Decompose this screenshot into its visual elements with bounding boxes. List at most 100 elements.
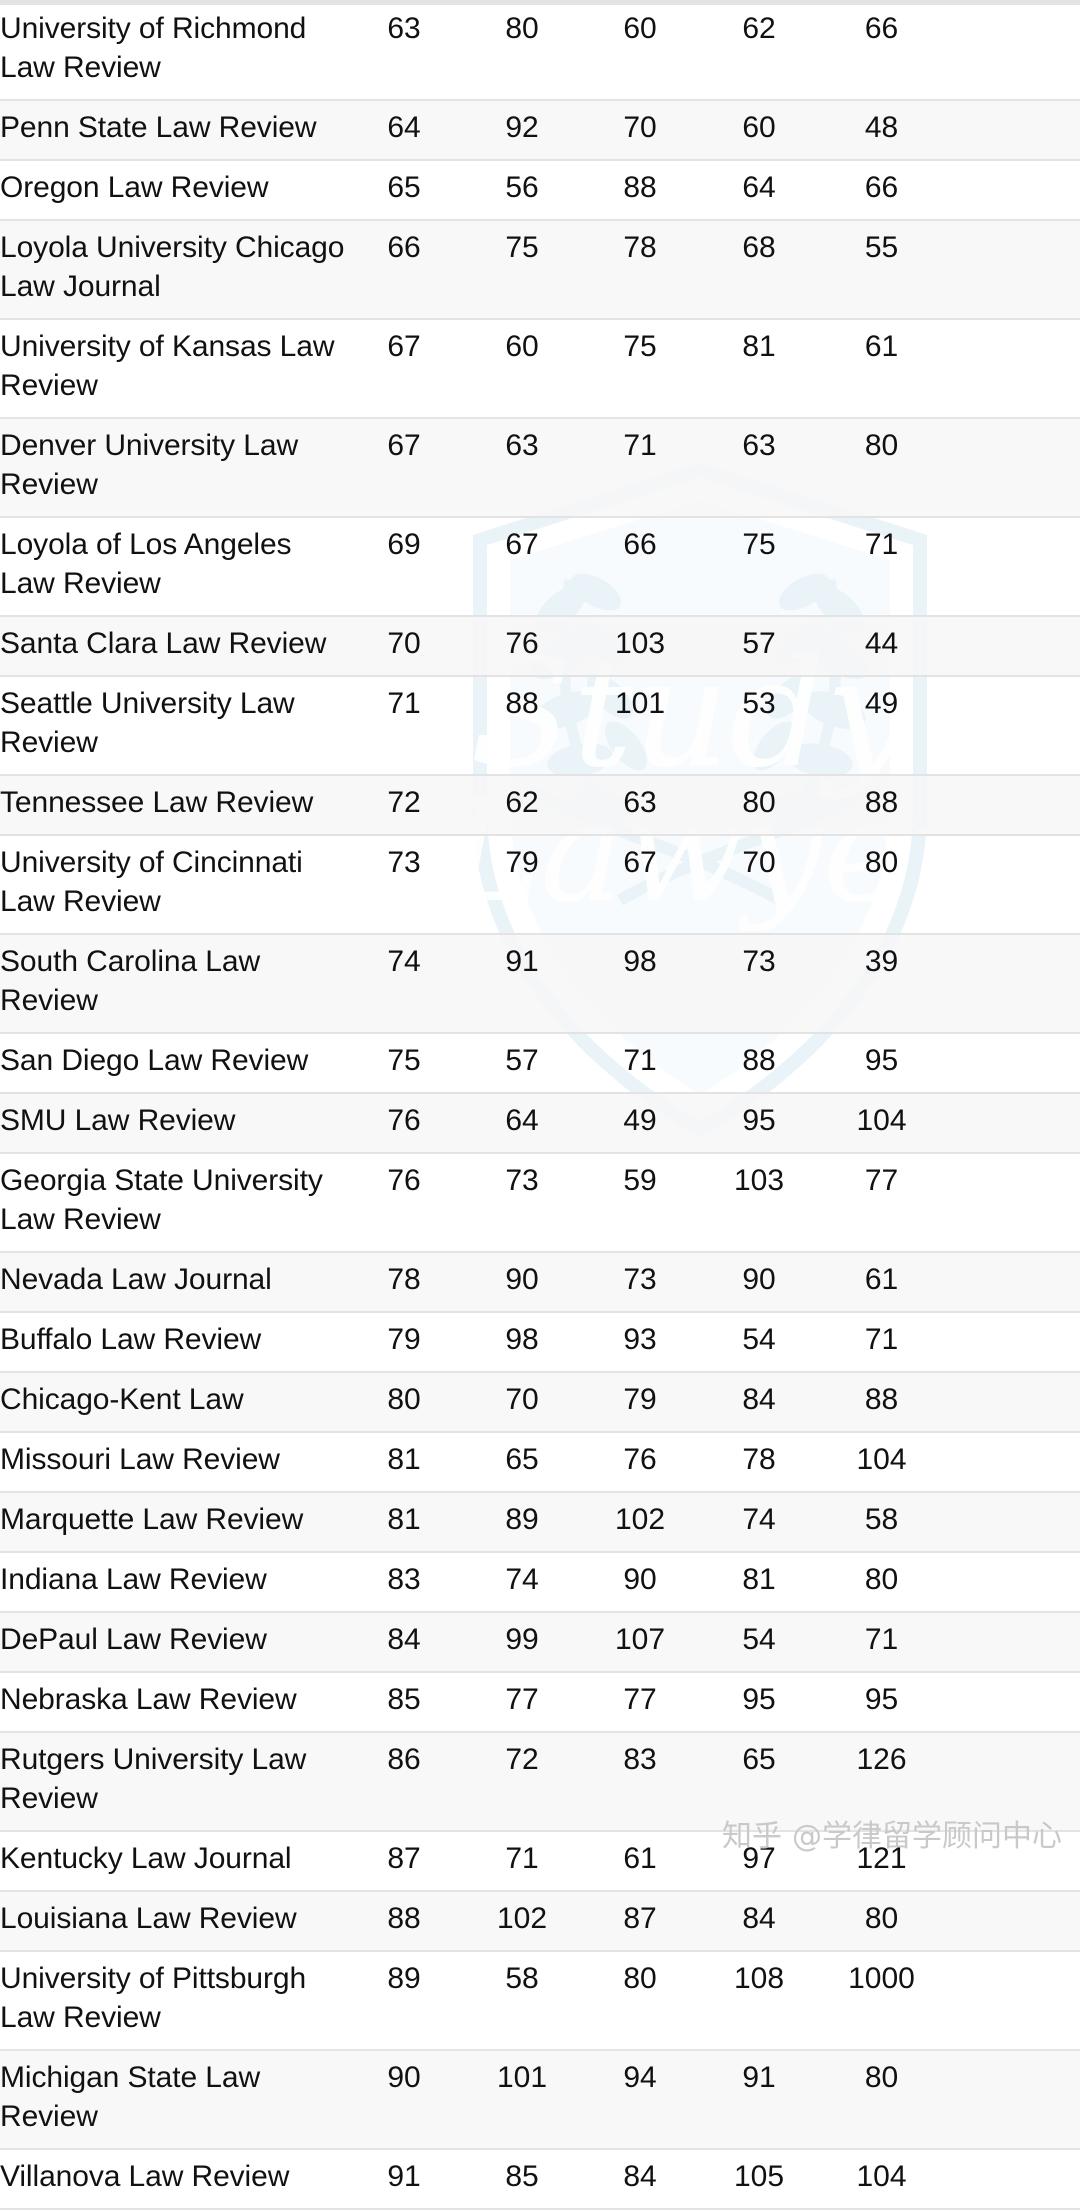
metric-cell-2: 101 <box>581 675 699 776</box>
metric-cell-3: 54 <box>699 1311 819 1373</box>
metric-cell-0: 73 <box>345 834 463 935</box>
metric-cell-4: 126 <box>819 1731 944 1832</box>
law-review-name-cell: Loyola University Chicago Law Journal <box>0 219 345 320</box>
metric-cell-4: 39 <box>819 933 944 1034</box>
metric-cell-2: 77 <box>581 1671 699 1733</box>
metric-cell-3: 97 <box>699 1830 819 1892</box>
metric-cell-4: 88 <box>819 774 944 836</box>
metric-cell-1: 101 <box>463 2049 581 2150</box>
metric-cell-0: 76 <box>345 1092 463 1154</box>
metric-cell-0: 63 <box>345 0 463 101</box>
metric-cell-1: 72 <box>463 1731 581 1832</box>
metric-cell-4: 80 <box>819 1551 944 1613</box>
law-review-name-cell: Nevada Law Journal <box>0 1251 345 1313</box>
metric-cell-3: 81 <box>699 318 819 419</box>
metric-cell-0: 76 <box>345 1152 463 1253</box>
metric-cell-0: 64 <box>345 99 463 161</box>
metric-cell-0: 67 <box>345 417 463 518</box>
table-row: Indiana Law Review 83 74 90 81 80 <box>0 1551 1080 1613</box>
metric-cell-3: 81 <box>699 1551 819 1613</box>
table-row: Chicago-Kent Law 80 70 79 84 88 <box>0 1371 1080 1433</box>
metric-cell-0: 71 <box>345 675 463 776</box>
metric-cell-2: 94 <box>581 2049 699 2150</box>
metric-cell-0: 86 <box>345 1731 463 1832</box>
metric-cell-2: 87 <box>581 1890 699 1952</box>
row-trailing-space <box>944 159 1080 221</box>
metric-cell-4: 71 <box>819 1611 944 1673</box>
metric-cell-1: 102 <box>463 1890 581 1952</box>
metric-cell-3: 80 <box>699 774 819 836</box>
row-trailing-space <box>944 1032 1080 1094</box>
law-review-name-cell: Denver University Law Review <box>0 417 345 518</box>
metric-cell-0: 91 <box>345 2148 463 2210</box>
table-row: University of Pittsburgh Law Review 89 58 8… <box>0 1950 1080 2051</box>
row-trailing-space <box>944 1671 1080 1733</box>
metric-cell-4: 80 <box>819 2049 944 2150</box>
table-row: Nebraska Law Review 85 77 77 95 95 <box>0 1671 1080 1733</box>
metric-cell-2: 49 <box>581 1092 699 1154</box>
law-review-name-cell: Marquette Law Review <box>0 1491 345 1553</box>
row-trailing-space <box>944 516 1080 617</box>
row-trailing-space <box>944 1830 1080 1892</box>
table-row: Denver University Law Review 67 63 71 63 80 <box>0 417 1080 518</box>
metric-cell-1: 58 <box>463 1950 581 2051</box>
metric-cell-0: 74 <box>345 933 463 1034</box>
law-review-name-cell: Missouri Law Review <box>0 1431 345 1493</box>
metric-cell-3: 54 <box>699 1611 819 1673</box>
table-row: Seattle University Law Review 71 88 101 53 49 <box>0 675 1080 776</box>
metric-cell-4: 66 <box>819 159 944 221</box>
metric-cell-1: 90 <box>463 1251 581 1313</box>
metric-cell-2: 102 <box>581 1491 699 1553</box>
row-trailing-space <box>944 1311 1080 1373</box>
metric-cell-2: 76 <box>581 1431 699 1493</box>
table-row: South Carolina Law Review 74 91 98 73 39 <box>0 933 1080 1034</box>
metric-cell-0: 65 <box>345 159 463 221</box>
metric-cell-2: 90 <box>581 1551 699 1613</box>
law-review-name-cell: Santa Clara Law Review <box>0 615 345 677</box>
law-review-name-cell: Seattle University Law Review <box>0 675 345 776</box>
metric-cell-4: 104 <box>819 2148 944 2210</box>
row-trailing-space <box>944 1950 1080 2051</box>
table-row: Buffalo Law Review 79 98 93 54 71 <box>0 1311 1080 1373</box>
law-review-name-cell: Tennessee Law Review <box>0 774 345 836</box>
metric-cell-3: 84 <box>699 1890 819 1952</box>
metric-cell-0: 80 <box>345 1371 463 1433</box>
metric-cell-0: 72 <box>345 774 463 836</box>
metric-cell-4: 66 <box>819 0 944 101</box>
row-trailing-space <box>944 1731 1080 1832</box>
law-review-name-cell: Rutgers University Law Review <box>0 1731 345 1832</box>
table-row: Nevada Law Journal 78 90 73 90 61 <box>0 1251 1080 1313</box>
metric-cell-2: 73 <box>581 1251 699 1313</box>
metric-cell-1: 99 <box>463 1611 581 1673</box>
metric-cell-1: 57 <box>463 1032 581 1094</box>
metric-cell-3: 64 <box>699 159 819 221</box>
table-row: Oregon Law Review 65 56 88 64 66 <box>0 159 1080 221</box>
row-trailing-space <box>944 1371 1080 1433</box>
metric-cell-3: 90 <box>699 1251 819 1313</box>
metric-cell-4: 48 <box>819 99 944 161</box>
law-review-name-cell: SMU Law Review <box>0 1092 345 1154</box>
table-row: Tennessee Law Review 72 62 63 80 88 <box>0 774 1080 836</box>
metric-cell-1: 67 <box>463 516 581 617</box>
metric-cell-3: 108 <box>699 1950 819 2051</box>
law-review-name-cell: University of Cincinnati Law Review <box>0 834 345 935</box>
metric-cell-0: 83 <box>345 1551 463 1613</box>
row-trailing-space <box>944 2148 1080 2210</box>
metric-cell-2: 60 <box>581 0 699 101</box>
metric-cell-4: 95 <box>819 1032 944 1094</box>
table-row: Loyola of Los Angeles Law Review 69 67 66 75… <box>0 516 1080 617</box>
metric-cell-3: 95 <box>699 1092 819 1154</box>
metric-cell-4: 71 <box>819 1311 944 1373</box>
metric-cell-1: 76 <box>463 615 581 677</box>
metric-cell-0: 75 <box>345 1032 463 1094</box>
law-review-name-cell: Nebraska Law Review <box>0 1671 345 1733</box>
row-trailing-space <box>944 834 1080 935</box>
metric-cell-4: 104 <box>819 1092 944 1154</box>
metric-cell-4: 121 <box>819 1830 944 1892</box>
metric-cell-2: 78 <box>581 219 699 320</box>
metric-cell-2: 107 <box>581 1611 699 1673</box>
metric-cell-4: 80 <box>819 834 944 935</box>
row-trailing-space <box>944 1551 1080 1613</box>
